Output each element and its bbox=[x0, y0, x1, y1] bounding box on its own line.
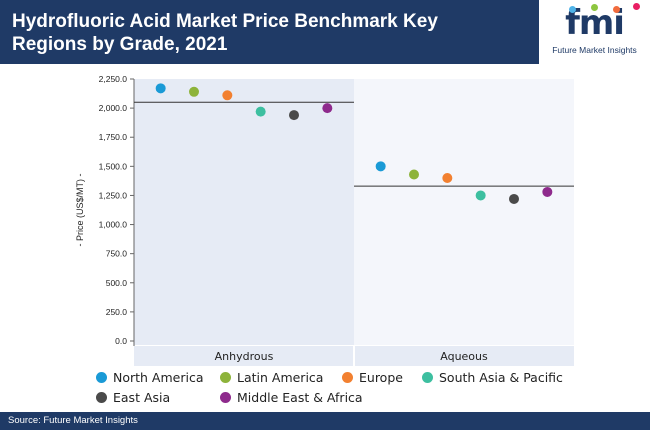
source-note: Source: Future Market Insights bbox=[8, 415, 138, 426]
y-tick-label: 1,250.0 bbox=[99, 190, 128, 200]
data-point-aqueous-east-asia bbox=[509, 193, 519, 204]
x-category-label: Aqueous bbox=[440, 350, 488, 363]
x-category-label: Anhydrous bbox=[215, 350, 274, 363]
data-point-aqueous-latin-america bbox=[409, 169, 419, 180]
legend-item: East Asia bbox=[96, 390, 170, 405]
legend-marker-icon bbox=[422, 372, 433, 383]
logo-dot-icon bbox=[613, 6, 620, 13]
legend-marker-icon bbox=[96, 372, 107, 383]
data-point-anhydrous-middle-east-africa bbox=[322, 103, 333, 114]
legend-marker-icon bbox=[220, 372, 231, 383]
header-banner: Hydrofluoric Acid Market Price Benchmark… bbox=[0, 0, 650, 64]
legend-item: South Asia & Pacific bbox=[422, 370, 563, 385]
data-point-aqueous-south-asia-pacific bbox=[475, 190, 486, 201]
data-point-anhydrous-east-asia bbox=[289, 110, 299, 121]
data-point-anhydrous-europe bbox=[222, 90, 233, 101]
y-tick-label: 500.0 bbox=[106, 278, 128, 288]
legend-item: Middle East & Africa bbox=[220, 390, 363, 405]
legend-label: Latin America bbox=[237, 370, 324, 385]
x-axis-labels: Anhydrous Aqueous bbox=[215, 350, 488, 363]
data-point-anhydrous-north-america bbox=[155, 83, 166, 94]
logo-dot-icon bbox=[569, 6, 576, 13]
y-tick-label: 250.0 bbox=[106, 307, 128, 317]
y-tick-label: 750.0 bbox=[106, 249, 128, 259]
logo-dot-icon bbox=[633, 3, 640, 10]
data-point-anhydrous-south-asia-pacific bbox=[255, 106, 266, 117]
legend-label: Europe bbox=[359, 370, 403, 385]
chart-plot: 2,250.0 2,000.0 1,750.0 1,500.0 1,250.0 1,000… bbox=[99, 74, 574, 366]
legend-label: South Asia & Pacific bbox=[439, 370, 563, 385]
legend-item: Latin America bbox=[220, 370, 323, 385]
logo: fmi Future Market Insights bbox=[535, 0, 650, 64]
footer-bar: Source: Future Market Insights bbox=[0, 412, 650, 430]
legend-label: Middle East & Africa bbox=[237, 390, 363, 405]
legend-label: East Asia bbox=[113, 390, 171, 405]
y-tick-label: 2,000.0 bbox=[99, 103, 128, 113]
anhydrous-panel-shade bbox=[134, 79, 354, 345]
y-tick-label: 1,500.0 bbox=[99, 161, 128, 171]
data-point-anhydrous-latin-america bbox=[189, 86, 199, 97]
y-tick-label: 0.0 bbox=[115, 336, 127, 346]
chart-title: Hydrofluoric Acid Market Price Benchmark… bbox=[12, 11, 438, 55]
data-points bbox=[155, 83, 553, 204]
y-tick-label: 1,000.0 bbox=[99, 220, 128, 230]
data-point-aqueous-europe bbox=[442, 172, 453, 183]
y-axis-ticks: 2,250.0 2,000.0 1,750.0 1,500.0 1,250.0 1,000… bbox=[99, 74, 134, 346]
average-lines bbox=[134, 101, 574, 187]
logo-dot-icon bbox=[591, 4, 598, 11]
legend-item: North America bbox=[96, 370, 204, 385]
legend-label: North America bbox=[113, 370, 204, 385]
y-tick-label: 2,250.0 bbox=[99, 74, 128, 84]
logo-subtitle: Future Market Insights bbox=[552, 45, 637, 55]
data-point-aqueous-middle-east-africa bbox=[542, 186, 553, 197]
data-point-aqueous-north-america bbox=[375, 161, 386, 172]
legend-marker-icon bbox=[96, 392, 107, 403]
legend-marker-icon bbox=[220, 392, 231, 403]
legend-marker-icon bbox=[342, 372, 353, 383]
y-tick-label: 1,750.0 bbox=[99, 132, 128, 142]
legend-item: Europe bbox=[342, 370, 403, 385]
